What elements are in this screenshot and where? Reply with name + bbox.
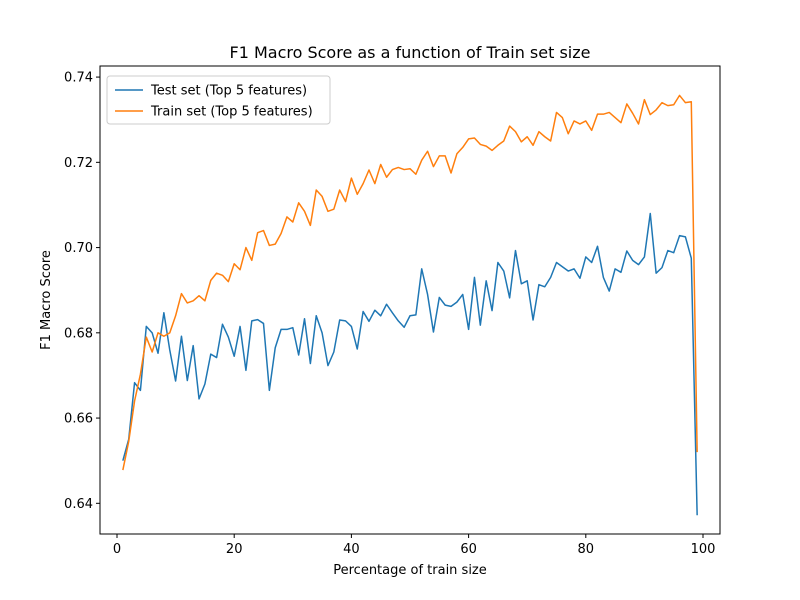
x-axis-label: Percentage of train size (333, 563, 487, 578)
legend-entries: Test set (Top 5 features) Train set (Top … (115, 84, 313, 120)
legend: Test set (Top 5 features) Train set (Top … (106, 75, 331, 125)
y-tick-label: 0.64 (64, 497, 93, 512)
series-line-test-set (122, 212, 698, 516)
x-tick-label: 20 (226, 542, 243, 557)
legend-box (106, 75, 331, 125)
x-tick-label: 40 (343, 542, 360, 557)
plot-area (122, 94, 698, 516)
series-line-train-set (122, 94, 698, 471)
x-tick-label: 60 (460, 542, 477, 557)
y-axis-label: F1 Macro Score (39, 250, 54, 350)
y-tick-label: 0.70 (64, 241, 93, 256)
chart-title: F1 Macro Score as a function of Train se… (230, 43, 591, 62)
axis-ticks: 0 20 40 60 80 100 0.64 0.66 0.68 0.70 0.72 0.74 (64, 71, 715, 557)
x-tick-label: 80 (578, 542, 595, 557)
legend-label: Train set (Top 5 features) (150, 105, 313, 120)
y-tick-label: 0.74 (64, 71, 93, 86)
axes-frame (99, 65, 721, 535)
x-tick-label: 100 (691, 542, 716, 557)
y-tick-label: 0.66 (64, 412, 93, 427)
legend-label: Test set (Top 5 features) (150, 84, 307, 99)
y-tick-label: 0.68 (64, 326, 93, 341)
x-tick-label: 0 (113, 542, 121, 557)
y-tick-label: 0.72 (64, 156, 93, 171)
